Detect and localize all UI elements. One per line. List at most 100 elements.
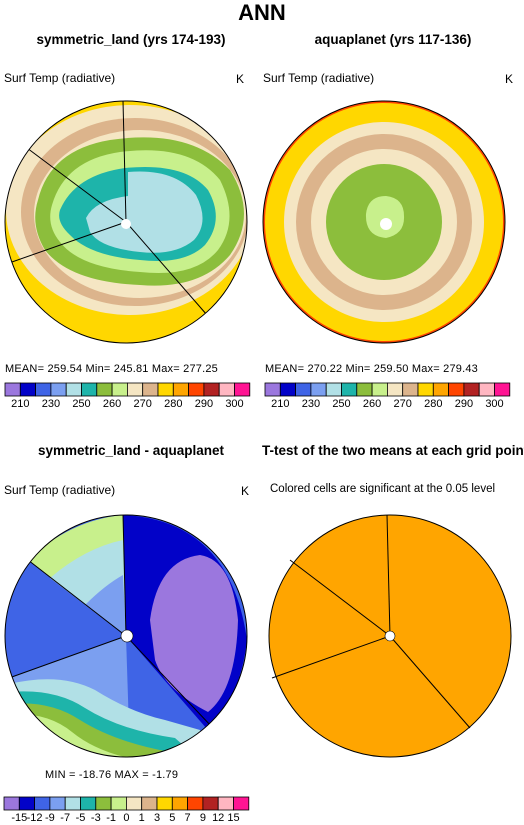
colorbar-panel-2: 210 230 250 260 270 280 290 300 xyxy=(264,382,511,410)
cb2-tick-label: 270 xyxy=(394,398,412,410)
cb3-tick-label: -15 xyxy=(11,812,27,824)
p3-fill-9b77de xyxy=(150,555,238,712)
cb2-swatch-5 xyxy=(341,382,358,397)
cb2-swatch-7 xyxy=(371,382,388,397)
cb1-tick-label: 260 xyxy=(103,398,121,410)
cb3-tick-label: -7 xyxy=(60,812,70,824)
p1-land-boundary-southeast xyxy=(125,221,208,316)
cb3-swatch-7 xyxy=(110,796,127,811)
cb2-swatch-11 xyxy=(432,382,449,397)
cb1-tick-label: 300 xyxy=(225,398,243,410)
p2-fill-c8f08c xyxy=(365,196,405,238)
panel-2-stats: MEAN= 270.22 Min= 259.50 Max= 279.43 xyxy=(265,363,478,375)
cb3-tick-label: 1 xyxy=(139,812,145,824)
p3-map-border xyxy=(4,514,248,758)
cb3-swatch-12 xyxy=(187,796,204,811)
cb3-tick-label: -1 xyxy=(106,812,116,824)
cb3-swatch-5 xyxy=(80,796,97,811)
p4-land-boundary-north xyxy=(386,514,391,637)
panel-3-map xyxy=(4,514,248,758)
p1-pole-hole xyxy=(121,219,131,229)
panel-2-variable-label: Surf Temp (radiative) xyxy=(263,71,375,85)
panel-1-variable-label: Surf Temp (radiative) xyxy=(4,71,116,85)
cb3-tick-label: -12 xyxy=(27,812,43,824)
cb1-tick-label: 280 xyxy=(164,398,182,410)
cb3-swatch-9 xyxy=(141,796,158,811)
cb3-swatch-6 xyxy=(95,796,112,811)
cb1-swatch-12 xyxy=(188,382,205,397)
panel-1-map xyxy=(4,100,248,344)
cb3-tick-label: 5 xyxy=(169,812,175,824)
cb1-swatch-15 xyxy=(234,382,251,397)
cb1-swatch-6 xyxy=(96,382,113,397)
p4-land-boundary-northwest xyxy=(289,559,391,637)
cb1-swatch-11 xyxy=(172,382,190,397)
cb1-swatch-8 xyxy=(127,382,144,397)
panel-1-stats: MEAN= 259.54 Min= 245.81 Max= 277.25 xyxy=(5,363,218,375)
cb1-swatch-4 xyxy=(65,382,82,397)
p3-land-boundary-southeast xyxy=(125,635,213,728)
cb2-swatch-3 xyxy=(310,382,327,397)
cb1-swatch-10 xyxy=(157,382,174,397)
cb2-tick-label: 280 xyxy=(424,398,442,410)
p4-pole-hole xyxy=(384,630,396,642)
cb1-tick-label: 270 xyxy=(134,398,152,410)
p3-fill-7b9ff0 xyxy=(85,575,126,636)
cb2-swatch-14 xyxy=(478,382,495,397)
cb3-swatch-13 xyxy=(202,796,219,811)
cb1-swatch-9 xyxy=(142,382,159,397)
cb1-swatch-1 xyxy=(19,382,36,397)
cb2-swatch-15 xyxy=(494,382,511,397)
cb2-swatch-13 xyxy=(463,382,480,397)
p3-land-boundary-northwest xyxy=(27,559,127,637)
cb2-swatch-8 xyxy=(386,382,404,397)
cb1-tick-label: 210 xyxy=(11,398,29,410)
cb3-tick-label: -9 xyxy=(45,812,55,824)
p3-pole-hole xyxy=(120,629,134,643)
panel-1-title: symmetric_land (yrs 174-193) xyxy=(36,32,226,47)
panel-4-significance-note: Colored cells are significant at the 0.0… xyxy=(270,483,496,495)
p3-land-boundary-southwest xyxy=(8,635,127,679)
cb1-swatch-2 xyxy=(35,382,52,397)
cb2-tick-label: 250 xyxy=(332,398,350,410)
colorbar-panel-3: -15 -12 -9 -7 -5 -3 -1 0 1 3 5 7 9 12 15 xyxy=(3,796,250,824)
cb3-tick-label: -5 xyxy=(76,812,86,824)
cb3-swatch-1 xyxy=(18,796,35,811)
p2-pole-hole xyxy=(380,218,392,230)
cb2-swatch-12 xyxy=(448,382,465,397)
cb2-tick-label: 300 xyxy=(485,398,503,410)
cb1-swatch-0 xyxy=(4,382,21,397)
cb3-tick-label: 12 xyxy=(212,812,224,824)
panel-3-stats: MIN = -18.76 MAX = -1.79 xyxy=(45,769,179,781)
p3-land-boundary-north xyxy=(122,515,127,637)
cb2-swatch-9 xyxy=(402,382,419,397)
panel-2-map xyxy=(262,100,506,344)
panel-2-title: aquaplanet (yrs 117-136) xyxy=(314,32,472,47)
cb3-swatch-0 xyxy=(3,796,20,811)
cb2-tick-label: 230 xyxy=(302,398,320,410)
p1-land-boundary-northwest xyxy=(26,147,127,223)
panel-3-variable-label: Surf Temp (radiative) xyxy=(4,483,116,497)
cb3-swatch-8 xyxy=(126,796,143,811)
panel-4-title: T-test of the two means at each grid poi… xyxy=(262,443,524,458)
p1-land-boundary-north xyxy=(122,101,127,223)
cb3-tick-label: 7 xyxy=(185,812,191,824)
cb3-tick-label: 15 xyxy=(227,812,239,824)
cb3-swatch-15 xyxy=(233,796,250,811)
cb3-tick-label: 9 xyxy=(200,812,206,824)
cb2-swatch-1 xyxy=(279,382,296,397)
cb2-swatch-10 xyxy=(417,382,434,397)
cb1-swatch-13 xyxy=(203,382,220,397)
cb3-swatch-2 xyxy=(34,796,51,811)
p1-fill-b1e0e6 xyxy=(86,171,203,253)
panel-3-title: symmetric_land - aquaplanet xyxy=(37,443,225,458)
cb3-swatch-10 xyxy=(156,796,173,811)
p2-map-border xyxy=(262,100,506,344)
panel-2-unit-label: K xyxy=(505,72,514,86)
cb2-tick-label: 260 xyxy=(363,398,381,410)
cb2-swatch-0 xyxy=(264,382,281,397)
p4-land-boundary-southeast xyxy=(389,635,471,729)
main-title: ANN xyxy=(238,0,286,25)
cb2-swatch-2 xyxy=(295,382,312,397)
